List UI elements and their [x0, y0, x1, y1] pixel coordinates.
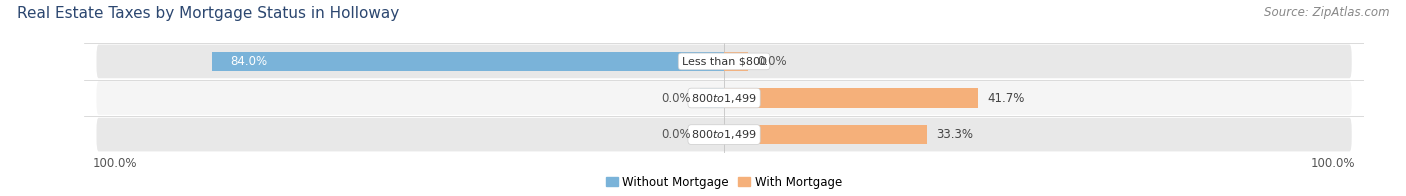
FancyBboxPatch shape: [97, 81, 1351, 115]
Legend: Without Mortgage, With Mortgage: Without Mortgage, With Mortgage: [606, 176, 842, 189]
Text: $800 to $1,499: $800 to $1,499: [692, 92, 756, 104]
FancyBboxPatch shape: [97, 118, 1351, 152]
Text: 0.0%: 0.0%: [661, 92, 690, 104]
Bar: [724, 52, 748, 71]
Text: 0.0%: 0.0%: [758, 55, 787, 68]
Text: 0.0%: 0.0%: [661, 128, 690, 141]
FancyBboxPatch shape: [97, 44, 1351, 78]
Text: Source: ZipAtlas.com: Source: ZipAtlas.com: [1264, 6, 1389, 19]
Text: 84.0%: 84.0%: [231, 55, 267, 68]
Text: 41.7%: 41.7%: [987, 92, 1025, 104]
Text: Real Estate Taxes by Mortgage Status in Holloway: Real Estate Taxes by Mortgage Status in …: [17, 6, 399, 21]
Bar: [700, 125, 724, 144]
Bar: [724, 88, 979, 108]
Text: $800 to $1,499: $800 to $1,499: [692, 128, 756, 141]
Text: Less than $800: Less than $800: [682, 56, 766, 66]
Bar: [724, 125, 927, 144]
Bar: [700, 88, 724, 108]
Bar: [212, 52, 724, 71]
Text: 33.3%: 33.3%: [936, 128, 973, 141]
